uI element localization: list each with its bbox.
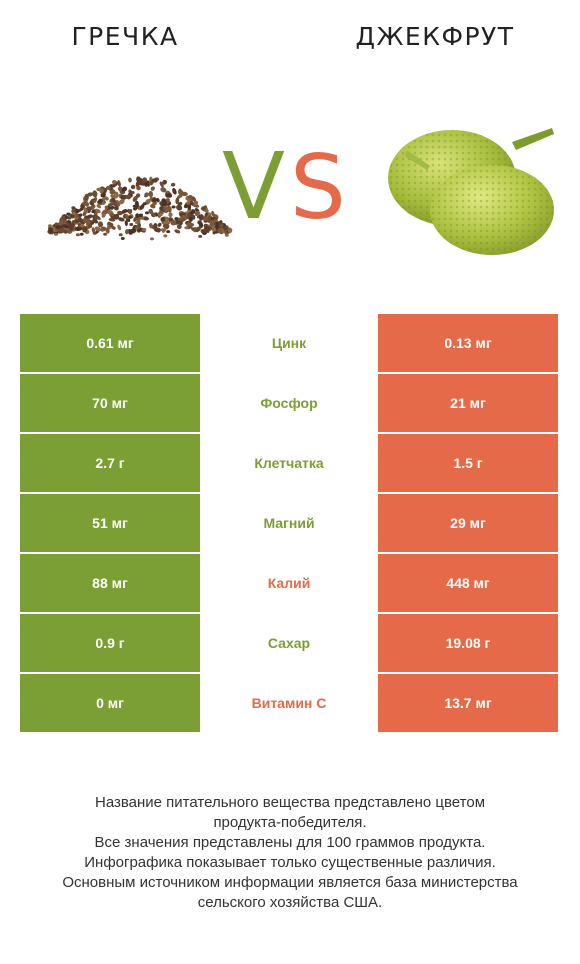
- left-value: 0.9 г: [20, 614, 200, 672]
- right-value: 448 мг: [378, 554, 558, 612]
- right-product-title: ДЖЕКФРУТ: [355, 22, 515, 51]
- right-value: 1.5 г: [378, 434, 558, 492]
- footer-line: Все значения представлены для 100 граммо…: [94, 834, 486, 851]
- footer-line: продукта-победителя.: [213, 814, 367, 831]
- left-value: 0 мг: [20, 674, 200, 732]
- left-value: 70 мг: [20, 374, 200, 432]
- footer-line: Название питательного вещества представл…: [94, 794, 486, 811]
- right-value: 0.13 мг: [378, 314, 558, 372]
- left-value: 88 мг: [20, 554, 200, 612]
- nutrient-name: Цинк: [200, 314, 378, 372]
- right-value: 13.7 мг: [378, 674, 558, 732]
- vs-logo: V S: [222, 140, 346, 230]
- table-row: 0 мг Витамин C 13.7 мг: [20, 674, 558, 732]
- right-value: 29 мг: [378, 494, 558, 552]
- left-value: 2.7 г: [20, 434, 200, 492]
- right-value: 19.08 г: [378, 614, 558, 672]
- nutrient-name: Витамин C: [200, 674, 378, 732]
- footer-line: Инфографика показывает только существенн…: [84, 854, 496, 871]
- vs-v-letter: V: [222, 140, 285, 230]
- table-row: 2.7 г Клетчатка 1.5 г: [20, 434, 558, 492]
- nutrient-name: Магний: [200, 494, 378, 552]
- vs-s-letter: S: [290, 140, 346, 230]
- right-value: 21 мг: [378, 374, 558, 432]
- table-row: 88 мг Калий 448 мг: [20, 554, 558, 612]
- buckwheat-image: [47, 176, 233, 241]
- footer-note: Название питательного вещества представл…: [0, 793, 580, 913]
- nutrient-name: Фосфор: [200, 374, 378, 432]
- nutrient-name: Сахар: [200, 614, 378, 672]
- footer-line: Основным источником информации является …: [62, 874, 518, 891]
- left-value: 51 мг: [20, 494, 200, 552]
- table-row: 0.61 мг Цинк 0.13 мг: [20, 314, 558, 372]
- table-row: 0.9 г Сахар 19.08 г: [20, 614, 558, 672]
- nutrient-name: Калий: [200, 554, 378, 612]
- left-value: 0.61 мг: [20, 314, 200, 372]
- left-product-title: ГРЕЧКА: [71, 22, 179, 51]
- table-row: 51 мг Магний 29 мг: [20, 494, 558, 552]
- nutrient-name: Клетчатка: [200, 434, 378, 492]
- jackfruit-image: [388, 128, 554, 255]
- footer-line: сельского хозяйства США.: [197, 894, 383, 911]
- table-row: 70 мг Фосфор 21 мг: [20, 374, 558, 432]
